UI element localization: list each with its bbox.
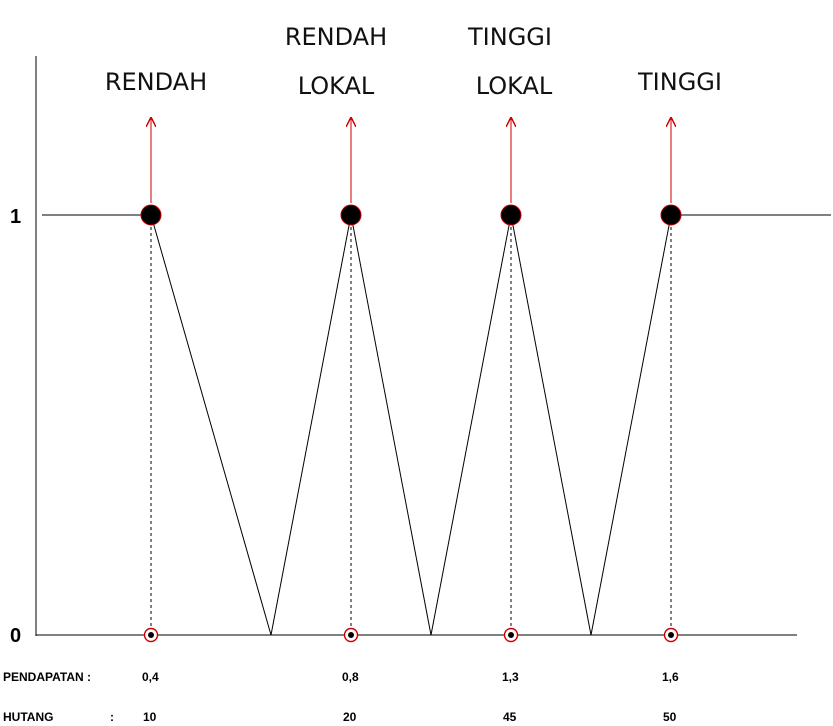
set-label-rendah-lokal-line2: LOKAL (298, 72, 375, 100)
dashed-guides (150, 215, 672, 635)
row-separator-hutang: : (110, 710, 114, 724)
hutang-value: 20 (343, 710, 357, 724)
set-label-tinggi: TINGGI (637, 68, 722, 96)
pendapatan-value: 1,6 (662, 670, 679, 684)
hutang-value: 50 (663, 710, 677, 724)
peak-point-tinggi (660, 204, 682, 226)
base-point-tinggi-lokal (503, 627, 519, 643)
pendapatan-value: 1,3 (502, 670, 519, 684)
hutang-value: 10 (143, 710, 157, 724)
base-point-rendah-lokal (343, 627, 359, 643)
peak-point-rendah-lokal (340, 204, 362, 226)
y-tick-0: 0 (10, 625, 21, 647)
set-label-tinggi-lokal-line2: LOKAL (476, 72, 553, 100)
y-tick-1: 1 (10, 206, 21, 228)
pendapatan-value: 0,4 (142, 670, 159, 684)
membership-curve (42, 214, 831, 636)
arrows (151, 118, 671, 203)
peak-points (140, 204, 682, 226)
row-label-pendapatan: PENDAPATAN : (3, 670, 91, 684)
peak-point-rendah (140, 204, 162, 226)
row-label-hutang: HUTANG (3, 710, 53, 724)
base-point-rendah (143, 627, 159, 643)
peak-point-tinggi-lokal (500, 204, 522, 226)
hutang-value: 45 (503, 710, 517, 724)
base-point-tinggi (663, 627, 679, 643)
set-label-tinggi-lokal-line1: TINGGI (467, 23, 552, 51)
pendapatan-value: 0,8 (342, 670, 359, 684)
set-label-rendah: RENDAH (105, 68, 207, 96)
base-points (143, 627, 679, 643)
set-label-rendah-lokal-line1: RENDAH (285, 23, 387, 51)
